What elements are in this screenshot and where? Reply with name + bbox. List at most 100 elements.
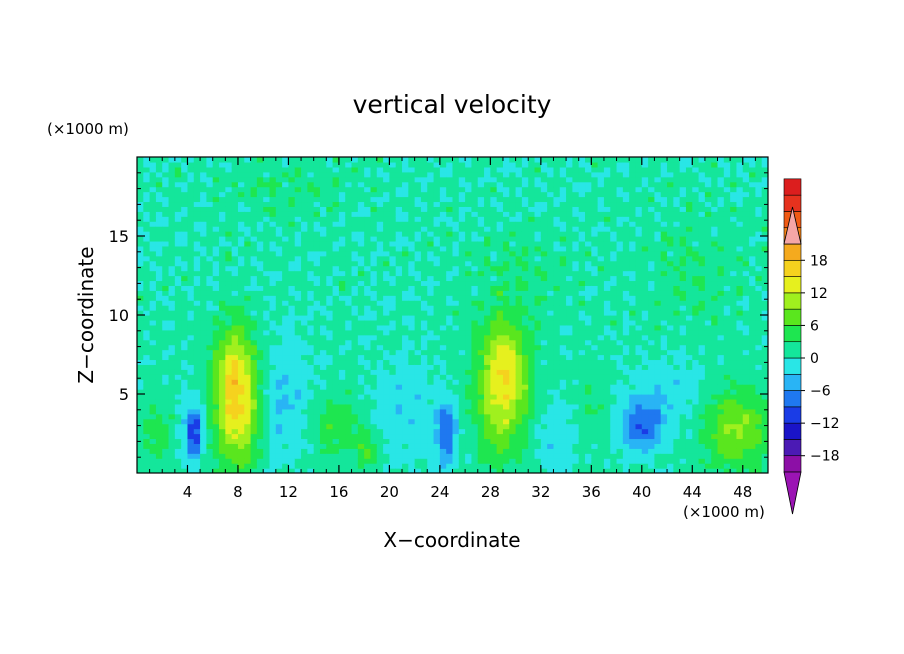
field-cell [402,359,409,365]
field-cell [559,324,567,331]
field-cell [528,438,536,444]
field-cell [496,245,504,252]
field-cell [294,463,302,469]
field-cell [338,394,346,400]
field-cell [364,285,372,291]
field-cell [389,250,397,257]
field-cell [496,231,504,237]
field-cell [288,438,296,444]
field-cell [547,176,555,183]
field-cell [496,166,504,173]
field-cell [250,315,258,321]
field-cell [206,408,214,415]
field-cell [225,408,233,415]
field-cell [143,290,151,296]
field-cell [370,369,378,375]
field-cell [187,245,195,252]
field-cell [616,270,624,277]
field-cell [364,265,372,272]
field-cell [477,181,485,188]
field-cell [370,428,378,435]
field-cell [193,201,201,207]
field-cell [219,453,226,459]
field-cell [244,379,252,385]
field-cell [212,201,220,207]
field-cell [402,315,409,321]
field-cell [307,171,315,178]
field-cell [452,369,460,375]
field-cell [168,231,176,237]
field-cell [319,359,327,365]
field-cell [288,423,296,430]
field-cell [528,329,536,336]
field-cell [237,413,245,420]
field-cell [237,181,245,188]
field-cell [269,191,277,198]
field-cell [547,231,555,237]
field-cell [585,394,592,400]
field-cell [610,191,618,198]
field-cell [566,201,573,207]
field-cell [395,369,403,375]
field-cell [458,433,466,440]
field-cell [553,285,561,291]
field-cell [585,181,592,188]
field-cell [490,265,498,272]
field-cell [452,315,460,321]
field-cell [212,290,220,296]
field-cell [547,394,555,400]
field-cell [427,374,435,380]
field-cell [206,171,214,178]
field-cell [206,196,214,203]
field-cell [269,319,277,326]
field-cell [282,166,290,173]
field-cell [200,329,208,336]
field-cell [578,255,586,262]
field-cell [446,166,454,173]
field-cell [313,265,321,272]
field-cell [383,186,390,193]
field-cell [181,448,189,454]
field-cell [471,236,479,242]
field-cell [168,206,176,212]
field-cell [597,240,605,247]
field-cell [395,240,403,247]
field-cell [181,443,189,449]
field-cell [585,438,592,444]
field-cell [143,240,151,247]
field-cell [402,408,409,415]
field-cell [168,438,176,444]
field-cell [212,369,220,375]
field-cell [319,240,327,247]
field-cell [402,300,409,306]
field-cell [357,240,365,247]
field-cell [553,196,561,203]
field-cell [547,201,555,207]
field-cell [490,448,498,454]
field-cell [591,315,599,321]
field-cell [622,369,630,375]
field-cell [528,364,536,370]
field-cell [370,250,378,257]
field-cell [540,463,548,469]
field-cell [288,354,296,361]
field-cell [187,319,195,326]
field-cell [143,315,151,321]
field-cell [219,245,226,252]
field-cell [572,463,580,469]
field-cell [250,260,258,267]
field-cell [446,384,454,390]
field-cell [446,176,454,183]
field-cell [376,216,384,222]
field-cell [433,349,441,356]
field-cell [566,191,573,198]
field-cell [610,285,618,291]
field-cell [301,280,308,286]
field-cell [572,171,580,178]
field-cell [294,216,302,222]
field-cell [395,453,403,459]
field-cell [219,349,226,356]
field-cell [370,181,378,188]
field-cell [301,206,308,212]
field-cell [376,300,384,306]
